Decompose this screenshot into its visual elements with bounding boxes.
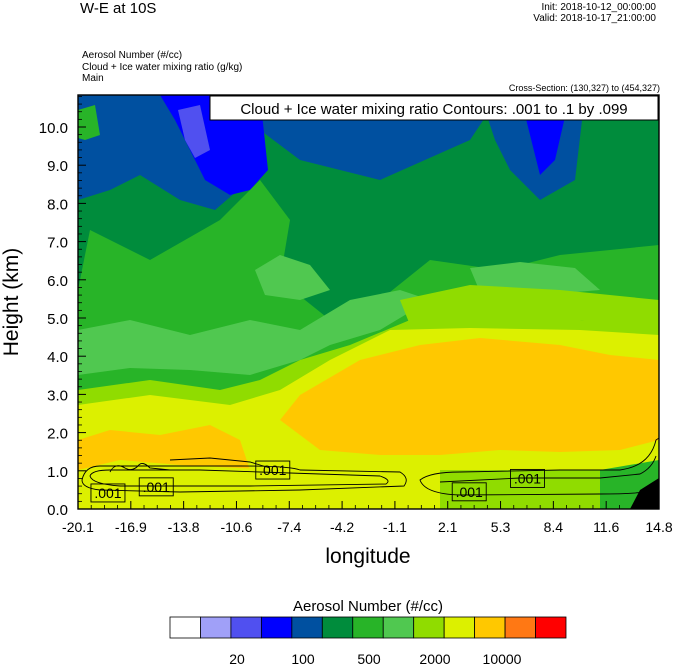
contour-line-3 bbox=[109, 463, 171, 473]
colorbar-swatch bbox=[474, 616, 506, 639]
contour-label: .001 bbox=[514, 470, 541, 486]
x-tick-label: -16.9 bbox=[115, 519, 147, 535]
y-tick-label: 10.0 bbox=[39, 120, 68, 137]
colorbar-label: 2000 bbox=[419, 651, 450, 667]
contour-label: .001 bbox=[143, 479, 170, 495]
colorbar-label: 10000 bbox=[483, 651, 522, 667]
colorbar-swatch bbox=[291, 616, 323, 639]
colorbar-title: Aerosol Number (#/cc) bbox=[293, 598, 443, 615]
colorbar-swatch bbox=[535, 616, 567, 639]
y-ticks: 0.0 1.0 2.0 3.0 4.0 5.0 6.0 7.0 8.0 9.0 10.0 bbox=[39, 96, 86, 519]
contour-line-2 bbox=[89, 469, 389, 487]
contour-line-5 bbox=[419, 437, 659, 496]
x-tick-label: -10.6 bbox=[220, 519, 252, 535]
y-tick-label: 1.0 bbox=[47, 464, 68, 481]
colorbar-swatch bbox=[169, 616, 201, 639]
x-axis-label: longitude bbox=[325, 545, 410, 568]
contour-label-box bbox=[451, 482, 487, 502]
y-tick-label: 2.0 bbox=[47, 426, 68, 443]
y-tick-label: 4.0 bbox=[47, 349, 68, 366]
contour-line-4 bbox=[169, 457, 271, 469]
contour-label: .001 bbox=[456, 484, 483, 500]
page-title: W-E at 10S bbox=[80, 0, 157, 17]
colorbar-label: 20 bbox=[229, 651, 245, 667]
colorbar: 20 100 500 2000 10000 bbox=[169, 616, 567, 667]
x-tick-label: 11.6 bbox=[593, 519, 619, 535]
chart-title: Cloud + Ice water mixing ratio Contours:… bbox=[240, 101, 627, 118]
chart-title-box bbox=[209, 95, 659, 121]
x-tick-label: 8.4 bbox=[544, 519, 564, 535]
colorbar-swatch bbox=[352, 616, 384, 639]
colorbar-swatch bbox=[200, 616, 232, 639]
x-tick-label: 14.8 bbox=[645, 519, 672, 535]
y-tick-label: 3.0 bbox=[47, 387, 68, 404]
colorbar-swatch bbox=[443, 616, 476, 639]
colorbar-swatch bbox=[230, 616, 262, 639]
colorbar-swatch bbox=[504, 616, 536, 639]
contour-label-box bbox=[255, 460, 291, 480]
contour-label-box bbox=[510, 468, 545, 488]
x-tick-label: -20.1 bbox=[62, 519, 94, 535]
x-tick-label: -1.1 bbox=[383, 519, 407, 535]
contour-line-6 bbox=[439, 455, 657, 483]
x-tick-label: 5.3 bbox=[491, 519, 511, 535]
colorbar-label: 100 bbox=[291, 651, 315, 667]
field-label-aerosol: Aerosol Number (#/cc) bbox=[82, 50, 183, 61]
contour-label: .001 bbox=[94, 485, 121, 501]
valid-time: Valid: 2018-10-17_21:00:00 bbox=[533, 13, 656, 24]
colorbar-swatch bbox=[321, 616, 354, 639]
x-tick-label: -13.8 bbox=[168, 519, 200, 535]
y-tick-label: 8.0 bbox=[47, 196, 68, 213]
colorbar-swatch bbox=[260, 616, 293, 639]
y-tick-label: 7.0 bbox=[47, 235, 68, 252]
cross-section-label: Cross-Section: (130,327) to (454,327) bbox=[508, 83, 660, 93]
x-ticks: -20.1 -16.9 -13.8 -10.6 -7.4 -4.2 -1.1 2.1 5.3 8.… bbox=[62, 501, 673, 535]
contour-label-box bbox=[90, 483, 126, 503]
contour-labels: .001 .001 .001 .001 .001 bbox=[90, 460, 545, 503]
contour-line-1 bbox=[81, 465, 407, 493]
x-tick-label: 2.1 bbox=[438, 519, 458, 535]
contour-label: .001 bbox=[259, 462, 286, 478]
y-axis-label: Height (km) bbox=[0, 248, 23, 357]
cloud-contours bbox=[81, 437, 659, 496]
y-tick-label: 9.0 bbox=[47, 158, 68, 175]
y-tick-label: 0.0 bbox=[47, 502, 68, 519]
x-tick-label: -7.4 bbox=[277, 519, 301, 535]
colorbar-swatch bbox=[413, 616, 445, 639]
field-label-main: Main bbox=[82, 73, 104, 84]
x-tick-label: -4.2 bbox=[330, 519, 354, 535]
init-time: Init: 2018-10-12_00:00:00 bbox=[541, 2, 656, 13]
colorbar-label: 500 bbox=[357, 651, 381, 667]
y-tick-label: 5.0 bbox=[47, 311, 68, 328]
colorbar-swatch bbox=[382, 616, 415, 639]
field-label-cloud-ice: Cloud + Ice water mixing ratio (g/kg) bbox=[82, 62, 243, 73]
contour-label-box bbox=[138, 477, 174, 497]
y-tick-label: 6.0 bbox=[47, 273, 68, 290]
aerosol-fill bbox=[78, 95, 659, 509]
